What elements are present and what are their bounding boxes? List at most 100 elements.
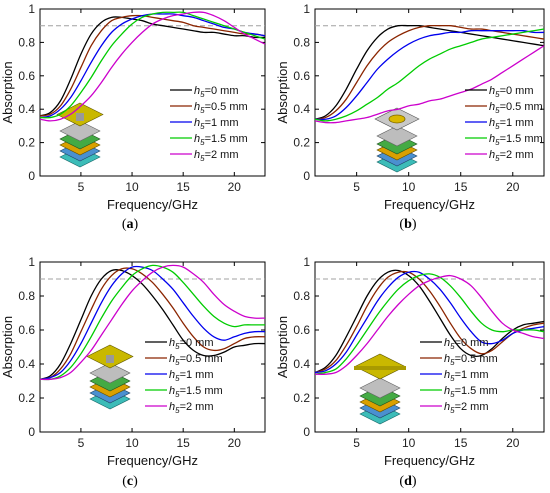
- y-tick-label: 1: [303, 2, 310, 16]
- panel-label: (c): [122, 474, 138, 489]
- series-line-3: [39, 264, 265, 381]
- y-tick-label: 1: [28, 255, 35, 269]
- series-line-2: [39, 265, 266, 380]
- icon-post: [106, 355, 114, 363]
- ring-resonator-structure-icon: [374, 107, 420, 173]
- panel-label: (d): [399, 474, 416, 489]
- legend-label: h5=2 mm: [489, 149, 534, 163]
- x-tick-label: 20: [506, 180, 520, 194]
- series-line-0: [39, 268, 266, 380]
- legend-label: h5=1.5 mm: [169, 385, 223, 399]
- legend-label: h5=0 mm: [169, 337, 214, 351]
- legend-label: h5=1.5 mm: [489, 133, 543, 147]
- y-tick-label: 0.2: [18, 136, 35, 150]
- legend-label: h5=1.5 mm: [444, 385, 498, 399]
- x-tick-label: 10: [125, 436, 139, 450]
- legend-label: h5=1.5 mm: [194, 133, 248, 147]
- y-tick-label: 1: [303, 255, 310, 269]
- x-tick-label: 5: [78, 180, 85, 194]
- y-axis-label: Absorption: [275, 316, 290, 378]
- series-line-0: [314, 24, 545, 120]
- series-line-2: [314, 29, 545, 121]
- series-line-1: [39, 14, 266, 117]
- legend-label: h5=0 mm: [489, 85, 534, 99]
- series-line-3: [314, 28, 545, 122]
- legend-label: h5=0.5 mm: [489, 101, 543, 115]
- y-tick-label: 0.2: [293, 391, 310, 405]
- x-tick-label: 20: [228, 436, 242, 450]
- x-tick-label: 15: [454, 180, 468, 194]
- x-tick-label: 15: [177, 180, 191, 194]
- chart-panel-3: 5 10 15 20 0 0.2 0.4 0.6 0.8 1 Frequency/GHz Absorp…: [275, 255, 545, 489]
- series-line-4: [39, 11, 266, 122]
- legend-label: h5=1 mm: [444, 369, 489, 383]
- panel-label: (a): [122, 217, 139, 232]
- chart-panel-2: 5 10 15 20 0 0.2 0.4 0.6 0.8 1 Frequency/GHz Absorp…: [0, 255, 266, 489]
- y-tick-label: 0: [303, 425, 310, 439]
- icon-layer: [59, 120, 101, 142]
- y-axis-label: Absorption: [0, 316, 15, 378]
- y-tick-label: 0.2: [18, 391, 35, 405]
- y-tick-label: 0.6: [293, 69, 310, 83]
- y-tick-label: 0.8: [293, 289, 310, 303]
- icon-layer: [89, 362, 131, 384]
- x-tick-label: 10: [402, 180, 416, 194]
- patch-array-structure-icon: [86, 344, 134, 410]
- layered-block-structure-icon: [354, 353, 406, 425]
- x-axis-label: Frequency/GHz: [107, 197, 198, 212]
- y-tick-label: 0.8: [293, 35, 310, 49]
- legend-label: h5=2 mm: [169, 401, 214, 415]
- x-tick-label: 15: [454, 436, 468, 450]
- legend-label: h5=1 mm: [169, 369, 214, 383]
- legend-label: h5=0 mm: [444, 337, 489, 351]
- chart-panel-1: 5 10 15 20 0 0.2 0.4 0.6 0.8 1 Frequency/GHz Absorp…: [275, 2, 545, 232]
- y-tick-label: 0.8: [18, 289, 35, 303]
- y-tick-label: 0.4: [293, 357, 310, 371]
- series-line-4: [39, 264, 266, 381]
- legend-label: h5=2 mm: [194, 149, 239, 163]
- series-line-1: [314, 24, 545, 120]
- y-tick-label: 0.6: [18, 69, 35, 83]
- x-tick-label: 20: [228, 180, 242, 194]
- legend-label: h5=2 mm: [444, 401, 489, 415]
- icon-layer: [376, 125, 418, 147]
- series-line-0: [314, 269, 545, 374]
- legend-label: h5=0.5 mm: [194, 101, 248, 115]
- x-tick-label: 10: [125, 180, 139, 194]
- panel-label: (b): [399, 217, 416, 232]
- plot-frame: [314, 8, 545, 177]
- legend-label: h5=1 mm: [194, 117, 239, 131]
- y-tick-label: 1: [28, 2, 35, 16]
- y-tick-label: 0: [28, 169, 35, 183]
- y-tick-label: 0.4: [18, 357, 35, 371]
- series-line-2: [314, 270, 545, 374]
- y-tick-label: 0.4: [293, 102, 310, 116]
- y-tick-label: 0.2: [293, 136, 310, 150]
- legend-label: h5=0.5 mm: [169, 353, 223, 367]
- y-tick-label: 0: [303, 169, 310, 183]
- x-tick-label: 15: [177, 436, 191, 450]
- chart-panel-0: 5 10 15 20 0 0.2 0.4 0.6 0.8 1 Frequency/GHz Absorp…: [0, 2, 266, 232]
- x-axis-label: Frequency/GHz: [107, 453, 198, 468]
- x-axis-label: Frequency/GHz: [384, 197, 475, 212]
- series-line-1: [39, 267, 266, 380]
- x-axis-label: Frequency/GHz: [384, 453, 475, 468]
- series-line-3: [39, 11, 266, 119]
- y-axis-label: Absorption: [0, 61, 15, 123]
- icon-ring: [388, 114, 406, 124]
- y-tick-label: 0: [28, 425, 35, 439]
- x-tick-label: 10: [402, 436, 416, 450]
- y-tick-label: 0.8: [18, 35, 35, 49]
- series-line-1: [314, 270, 545, 374]
- series-line-3: [314, 273, 545, 375]
- x-tick-label: 5: [78, 436, 85, 450]
- icon-post: [76, 113, 84, 121]
- legend-label: h5=0.5 mm: [444, 353, 498, 367]
- icon-layer: [359, 377, 401, 399]
- y-tick-label: 0.6: [293, 323, 310, 337]
- x-tick-label: 5: [353, 180, 360, 194]
- y-axis-label: Absorption: [275, 61, 290, 123]
- y-tick-label: 0.6: [18, 323, 35, 337]
- legend-label: h5=0 mm: [194, 85, 239, 99]
